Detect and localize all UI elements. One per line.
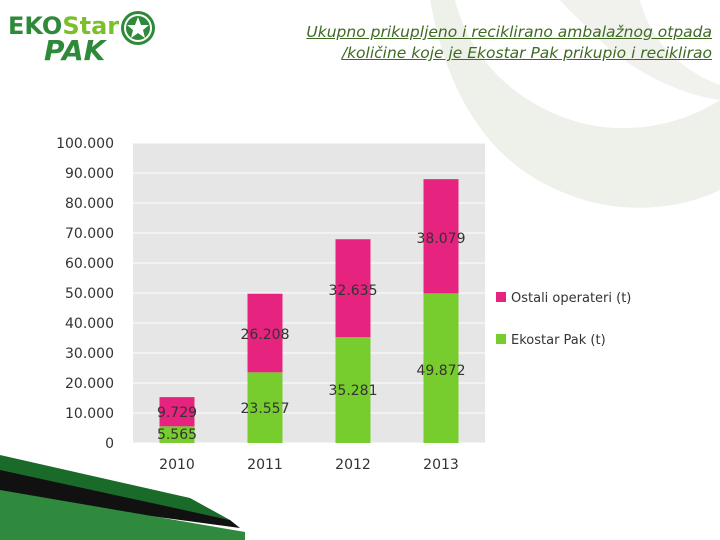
y-tick-label: 60.000: [65, 256, 114, 272]
x-tick-label: 2010: [159, 457, 195, 473]
bar-2012-ekostar: [335, 337, 371, 443]
legend-label: Ostali operateri (t): [511, 291, 631, 306]
data-label: 49.872: [417, 363, 466, 379]
y-tick-label: 80.000: [65, 196, 114, 212]
y-tick-label: 70.000: [65, 226, 114, 242]
legend-label: Ekostar Pak (t): [511, 333, 606, 348]
y-tick-label: 30.000: [65, 346, 114, 362]
logo-eko-text: EKOStar: [8, 12, 119, 40]
bar-2010-ekostar: [159, 426, 195, 443]
data-label: 26.208: [241, 327, 290, 343]
y-tick-label: 0: [105, 436, 114, 452]
bar-2013-ekostar: [423, 293, 459, 443]
bar-2013-ostali: [423, 179, 459, 294]
x-tick-label: 2011: [247, 457, 283, 473]
data-label: 5.565: [157, 427, 197, 443]
y-tick-label: 10.000: [65, 406, 114, 422]
ekostar-pak-logo: EKOStar PAK: [8, 11, 155, 64]
bar-2012-ostali: [335, 239, 371, 338]
title-line-1: Ukupno prikupljeno i reciklirano ambalaž…: [306, 23, 712, 41]
data-label: 9.729: [157, 405, 197, 421]
bar-2011-ekostar: [247, 372, 283, 443]
x-tick-label: 2013: [423, 457, 459, 473]
bar-2010-ostali: [159, 397, 195, 427]
y-tick-label: 50.000: [65, 286, 114, 302]
y-tick-label: 20.000: [65, 376, 114, 392]
data-label: 32.635: [329, 283, 378, 299]
x-tick-label: 2012: [335, 457, 371, 473]
data-label: 38.079: [417, 231, 466, 247]
legend-swatch: [496, 334, 506, 344]
title-line-2: /količine koje je Ekostar Pak prikupio i…: [341, 44, 712, 62]
y-tick-label: 40.000: [65, 316, 114, 332]
logo-pak-text: PAK: [44, 34, 108, 64]
y-tick-label: 100.000: [56, 136, 114, 152]
data-label: 35.281: [329, 383, 378, 399]
y-tick-label: 90.000: [65, 166, 114, 182]
legend-swatch: [496, 292, 506, 302]
page-title: Ukupno prikupljeno i reciklirano ambalaž…: [152, 22, 712, 64]
data-label: 23.557: [241, 401, 290, 417]
star-globe-icon: [121, 11, 155, 45]
bar-2011-ostali: [247, 293, 283, 373]
